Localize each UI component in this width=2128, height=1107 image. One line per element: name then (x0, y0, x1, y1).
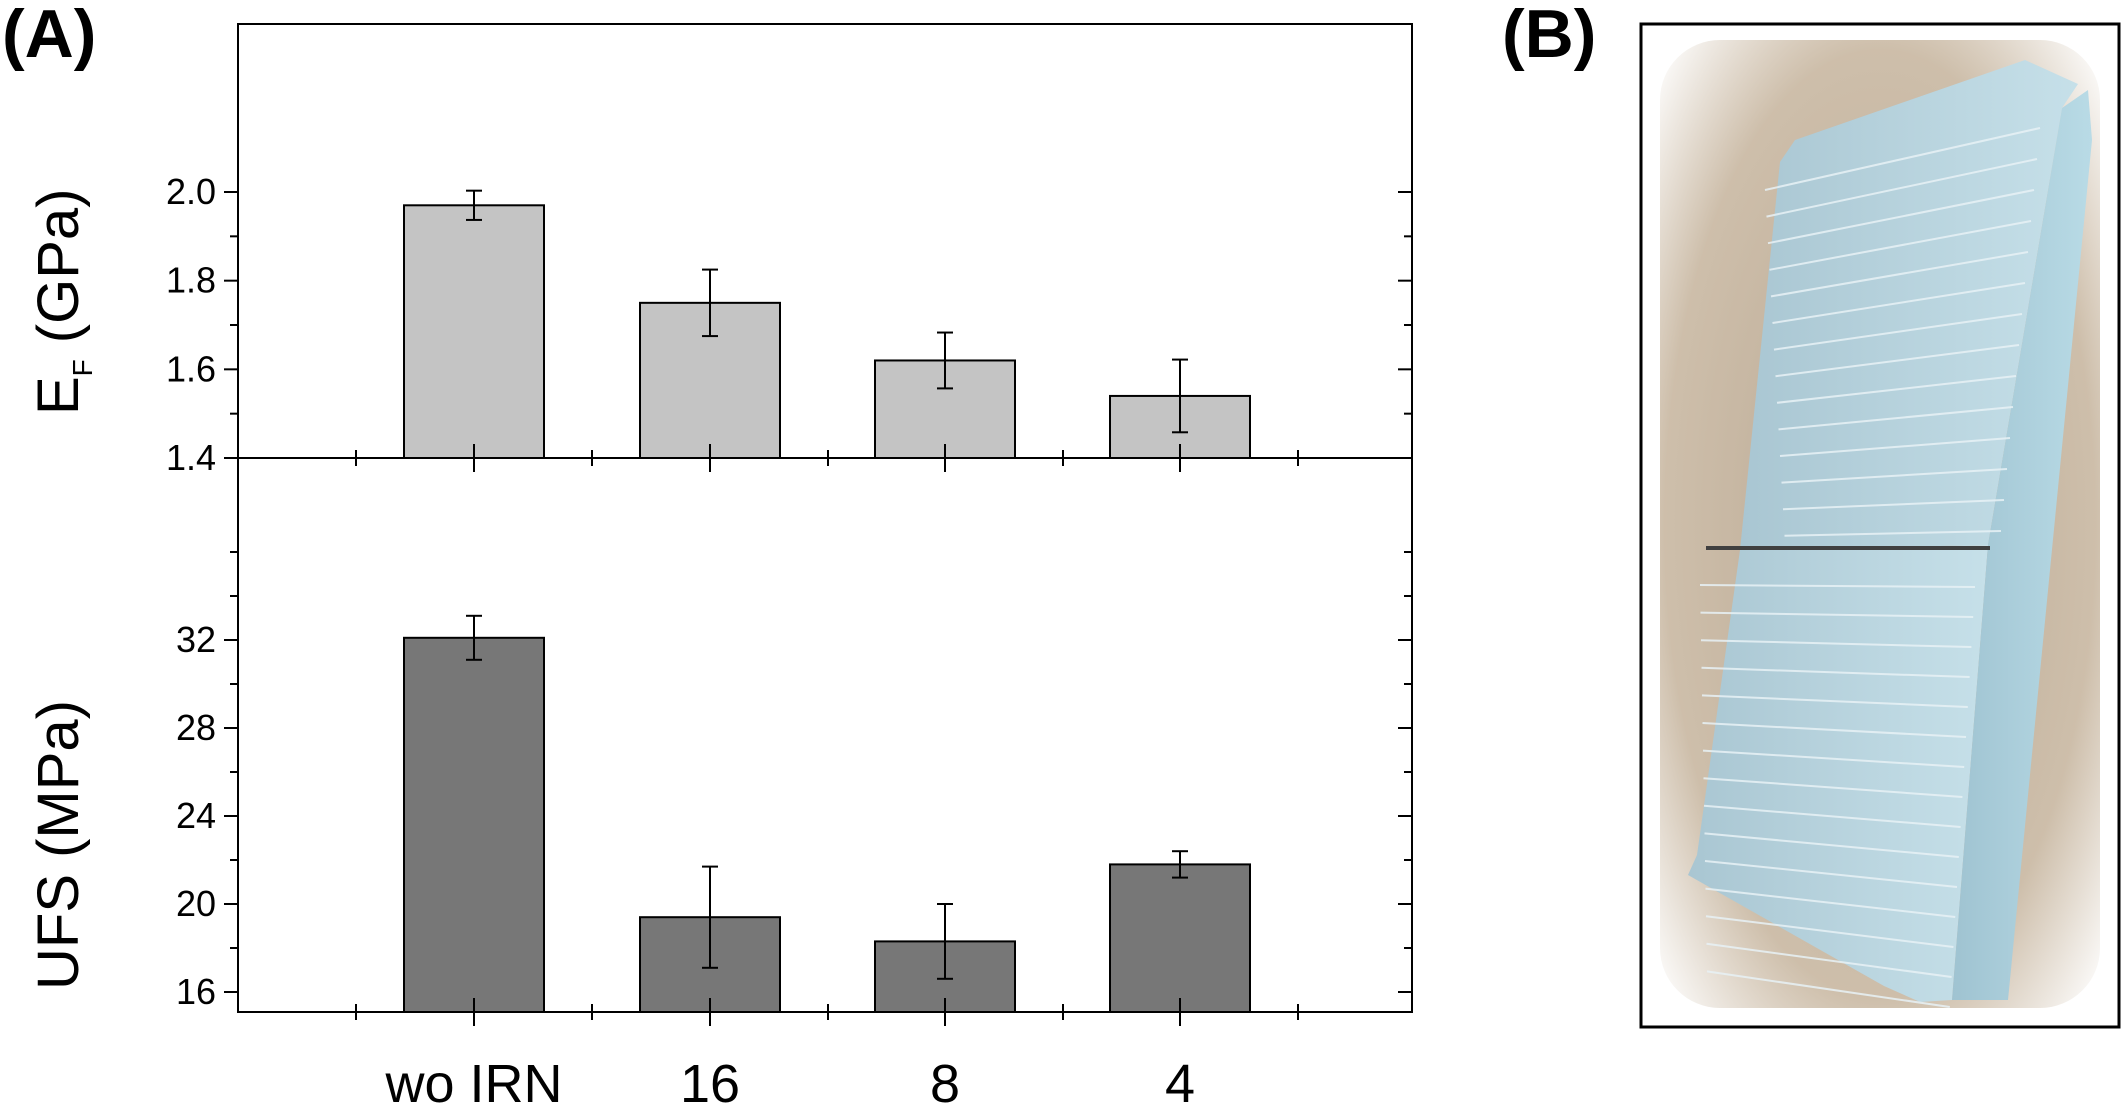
strength-y-tick-label: 32 (176, 619, 216, 660)
modulus-x-ticks (355, 444, 1299, 458)
x-category-label: 8 (930, 1054, 960, 1107)
strength-error-bar (702, 865, 718, 969)
layer-line (1701, 666, 1970, 678)
layer-line (1775, 344, 2020, 378)
layer-line (1703, 777, 1963, 798)
modulus-y-axis-label: EF(GPa) (26, 189, 98, 415)
layer-line (1705, 887, 1956, 918)
layer-line (1704, 860, 1958, 888)
modulus-error-bar (702, 268, 718, 338)
layer-line (1779, 437, 2011, 457)
layer-line (1699, 584, 1976, 588)
layer-line (1764, 127, 2041, 191)
x-category-labels: wo IRN 16 8 4 (355, 458, 1299, 1107)
strength-y-tick-label: 24 (176, 795, 216, 836)
strength-error-bar (466, 614, 482, 661)
modulus-y-ticks: 1.4 1.6 1.8 2.0 (166, 171, 1412, 478)
strength-bar (1109, 863, 1251, 1014)
panel-label-b: (B) (1502, 0, 1596, 72)
layer-line (1781, 468, 2008, 484)
strength-y-tick-label: 20 (176, 883, 216, 924)
layer-line (1702, 749, 1965, 768)
strength-y-tick-label: 16 (176, 971, 216, 1012)
layer-line (1778, 406, 2014, 431)
specimen-photo (1639, 22, 2121, 1029)
chart-strength: 16 20 24 28 32 UFS (MPa) (26, 551, 1412, 1014)
modulus-y-tick-label: 2.0 (166, 171, 216, 212)
strength-y-tick-label: 28 (176, 707, 216, 748)
strength-y-ticks: 16 20 24 28 32 (176, 551, 1412, 1012)
layer-line (1705, 915, 1954, 948)
modulus-error-bar (937, 331, 953, 390)
layer-line (1702, 722, 1967, 738)
layer-line (1770, 251, 2029, 298)
layer-line (1776, 375, 2017, 404)
panel-label-a: (A) (2, 0, 96, 72)
strength-error-bar (937, 903, 953, 980)
layer-line (1772, 282, 2026, 324)
strength-bars (403, 614, 1251, 1014)
strength-error-bar (1172, 850, 1188, 879)
strength-x-ticks (355, 998, 1299, 1012)
specimen-bottom-face (1688, 545, 1988, 1002)
layer-line (1703, 804, 1961, 828)
layer-line (1784, 530, 2002, 537)
layer-line (1704, 832, 1959, 858)
layer-line (1766, 158, 2038, 218)
layer-line (1769, 220, 2032, 271)
layer-line (1767, 189, 2035, 245)
x-category-label: 4 (1165, 1054, 1195, 1107)
x-category-label: wo IRN (384, 1054, 562, 1107)
modulus-y-tick-label: 1.8 (166, 260, 216, 301)
layer-line (1700, 611, 1974, 618)
layer-line (1706, 942, 1952, 978)
strength-bar (403, 636, 545, 1013)
layer-line (1701, 694, 1968, 708)
strength-y-axis-label: UFS (MPa) (26, 700, 91, 990)
modulus-y-tick-label: 1.6 (166, 348, 216, 389)
modulus-error-bar (1172, 358, 1188, 434)
layer-line (1782, 499, 2005, 511)
modulus-y-tick-label: 1.4 (166, 437, 216, 478)
x-category-label: 16 (680, 1054, 740, 1107)
specimen-side-face (1952, 90, 2092, 1000)
layer-line (1700, 639, 1972, 648)
layer-line (1773, 313, 2023, 351)
specimen-top-face (1740, 60, 2078, 550)
print-layer-lines (1699, 127, 2041, 1008)
modulus-error-bar (466, 189, 482, 221)
layer-line (1706, 970, 1950, 1008)
modulus-bars (403, 189, 1251, 460)
modulus-bar (403, 204, 545, 459)
chart-modulus: 1.4 1.6 1.8 2.0 EF(GPa) (26, 171, 1412, 478)
